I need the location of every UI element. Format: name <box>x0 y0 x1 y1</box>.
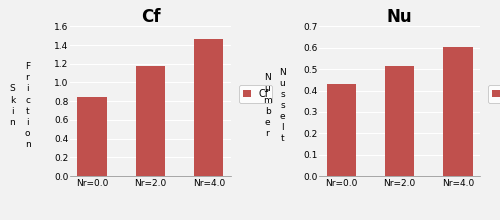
Text: N
u
m
b
e
r: N u m b e r <box>263 73 272 138</box>
Legend: Cf: Cf <box>239 85 272 103</box>
Title: Cf: Cf <box>140 8 160 26</box>
Text: N
u
s
s
e
l
t: N u s s e l t <box>279 68 286 143</box>
Bar <box>136 66 165 176</box>
Bar <box>385 66 414 176</box>
Text: F
r
i
c
t
i
o
n: F r i c t i o n <box>24 62 30 149</box>
Bar <box>444 47 472 176</box>
Bar <box>78 97 106 176</box>
Text: S
k
i
n: S k i n <box>10 84 16 127</box>
Bar <box>194 40 224 176</box>
Bar <box>326 84 356 176</box>
Legend: Nu: Nu <box>488 85 500 103</box>
Title: Nu: Nu <box>387 8 412 26</box>
